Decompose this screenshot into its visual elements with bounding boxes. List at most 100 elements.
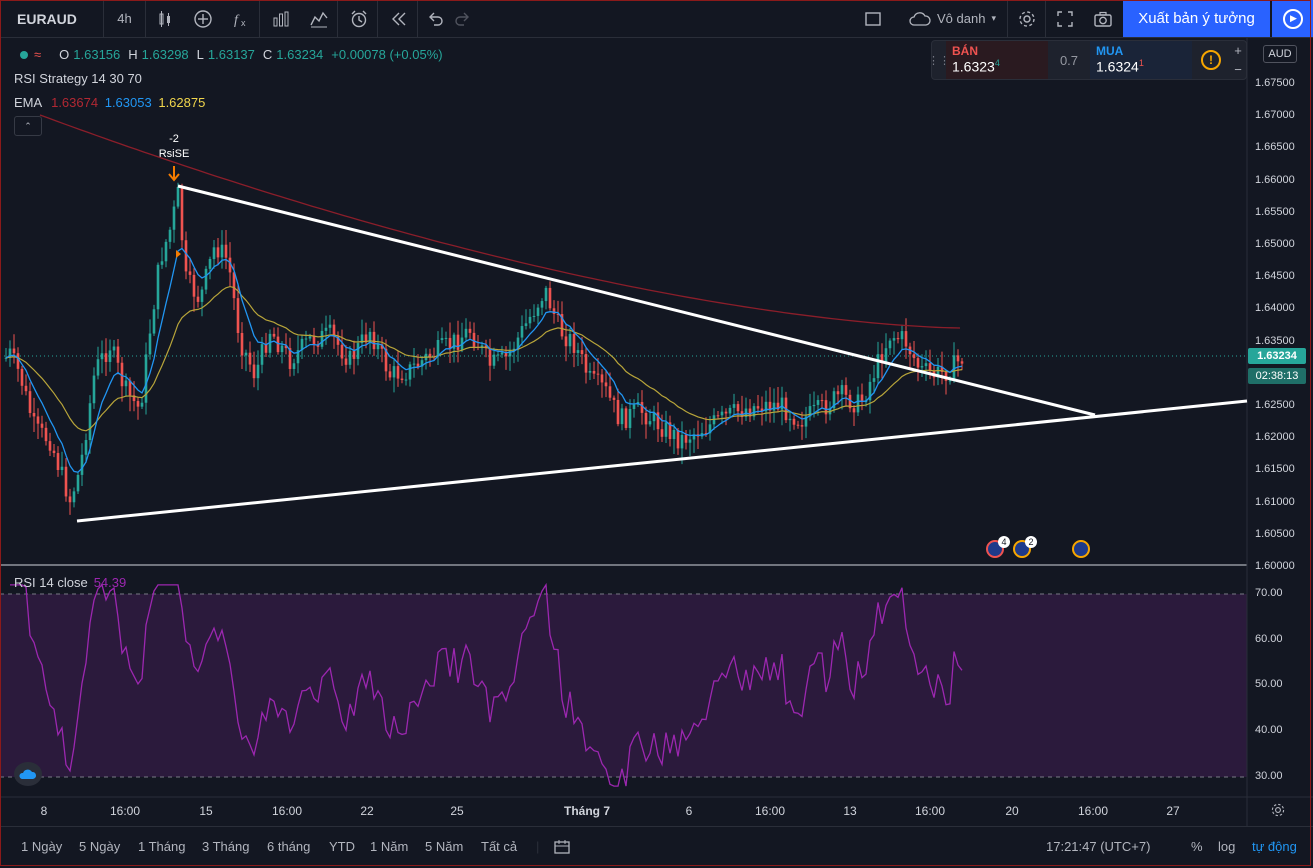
candle-body xyxy=(332,324,336,337)
clock-timezone[interactable]: 17:21:47 (UTC+7) xyxy=(1046,839,1151,854)
alert-button[interactable] xyxy=(340,0,378,37)
candle-body xyxy=(860,394,864,403)
candle-body xyxy=(156,264,160,310)
candle-body xyxy=(136,401,140,407)
fullscreen-layout-button[interactable] xyxy=(854,0,892,37)
event-marker-3[interactable] xyxy=(1072,540,1090,558)
range-5d[interactable]: 5 Ngày xyxy=(79,839,121,854)
goto-date-button[interactable] xyxy=(553,839,571,858)
drag-handle-icon[interactable]: ⋮⋮ xyxy=(928,54,950,67)
sell-button[interactable]: BÁN 1.63234 xyxy=(946,41,1048,79)
candle-body xyxy=(272,333,276,337)
candle-body xyxy=(780,397,784,410)
replay-button[interactable] xyxy=(380,0,418,37)
candle-body xyxy=(768,401,772,411)
candle-body xyxy=(572,334,576,353)
candle-body xyxy=(516,337,520,349)
play-button[interactable]: ▶ xyxy=(1271,0,1313,37)
buy-button[interactable]: MUA 1.63241 xyxy=(1090,41,1192,79)
candle-body xyxy=(152,309,156,334)
layout-name-button[interactable]: Vô danh ▾ xyxy=(898,0,1008,37)
range-5y[interactable]: 5 Năm xyxy=(425,839,464,854)
high-label: H xyxy=(128,47,138,62)
candle-body xyxy=(820,400,824,402)
play-icon: ▶ xyxy=(1282,8,1303,29)
range-ytd[interactable]: YTD xyxy=(329,839,355,854)
auto-toggle[interactable]: tự động xyxy=(1252,839,1297,854)
candle-body xyxy=(188,271,192,275)
candle-body xyxy=(348,350,352,365)
candle-body xyxy=(832,391,836,409)
candle-body xyxy=(728,407,732,414)
snapshot-button[interactable] xyxy=(1084,0,1122,37)
axis-settings-button[interactable] xyxy=(1270,802,1286,821)
range-1y[interactable]: 1 Năm xyxy=(370,839,409,854)
event-marker-1[interactable]: 4 xyxy=(986,536,1010,558)
range-3m[interactable]: 3 Tháng xyxy=(202,839,250,854)
rsi-legend[interactable]: RSI 14 close 54.39 xyxy=(14,575,126,590)
candle-body xyxy=(936,366,940,378)
candle-body xyxy=(900,331,904,340)
redo-button[interactable] xyxy=(444,0,482,37)
candle-body xyxy=(352,350,356,359)
percent-toggle[interactable]: % xyxy=(1191,839,1203,854)
candle-body xyxy=(68,496,72,503)
publish-idea-button[interactable]: Xuất bản ý tưởng xyxy=(1123,0,1270,37)
compare-button[interactable] xyxy=(184,0,222,37)
candle-body xyxy=(924,363,928,367)
info-button[interactable]: ! xyxy=(1192,41,1230,79)
gear-icon xyxy=(1018,10,1035,27)
price-axis-label: 1.66500 xyxy=(1255,141,1295,154)
market-open-dot xyxy=(20,50,28,59)
price-axis-label: 1.62000 xyxy=(1255,431,1295,444)
range-6m[interactable]: 6 tháng xyxy=(267,839,311,854)
candle-body xyxy=(788,418,792,421)
tradingview-logo[interactable] xyxy=(14,762,42,786)
trendline-upper[interactable] xyxy=(177,184,1096,417)
templates-button[interactable] xyxy=(300,0,338,37)
candle-body xyxy=(52,450,56,454)
financials-button[interactable] xyxy=(262,0,300,37)
candle-body xyxy=(364,334,368,343)
undo-button[interactable] xyxy=(416,0,454,37)
candle-body xyxy=(892,338,896,341)
price-axis-label: 1.60000 xyxy=(1255,560,1295,572)
interval-button[interactable]: 4h xyxy=(104,0,146,37)
candle-body xyxy=(244,352,248,356)
candle-body xyxy=(584,354,588,373)
sell-price-pip: 4 xyxy=(994,58,1000,68)
plus-button[interactable]: + xyxy=(1234,43,1242,58)
trendline-lower[interactable] xyxy=(76,399,1248,523)
candle-body xyxy=(64,466,68,497)
candle-body xyxy=(80,454,84,475)
range-1m[interactable]: 1 Tháng xyxy=(138,839,186,854)
candle-body xyxy=(616,399,620,425)
range-all[interactable]: Tất cả xyxy=(481,839,518,854)
candle-body xyxy=(868,381,872,401)
currency-button[interactable]: AUD xyxy=(1263,45,1297,63)
candle-body xyxy=(12,348,16,354)
log-toggle[interactable]: log xyxy=(1218,839,1236,854)
candle-body xyxy=(748,408,752,417)
range-1d[interactable]: 1 Ngày xyxy=(21,839,63,854)
ema-legend[interactable]: EMA 1.63674 1.63053 1.62875 xyxy=(14,95,205,110)
rsi-label: RSI 14 close xyxy=(14,575,88,590)
candles-group xyxy=(4,182,964,515)
strategy-legend[interactable]: RSI Strategy 14 30 70 xyxy=(14,71,142,86)
rsi-axis-label: 60.00 xyxy=(1255,632,1283,645)
settings-button[interactable] xyxy=(1008,0,1046,37)
candle-type-button[interactable] xyxy=(146,0,184,37)
collapse-legend-button[interactable]: ⌃ xyxy=(14,116,42,136)
candle-body xyxy=(308,336,312,339)
candle-body xyxy=(772,402,776,411)
fullscreen-button[interactable] xyxy=(1046,0,1084,37)
time-axis-label: 13 xyxy=(843,804,857,818)
candle-body xyxy=(264,344,268,353)
candle-body xyxy=(300,338,304,351)
event-marker-2[interactable]: 2 xyxy=(1013,536,1037,558)
sell-price: 1.6323 xyxy=(952,58,995,75)
symbol-search-button[interactable]: EURAUD xyxy=(0,0,104,37)
minus-button[interactable]: − xyxy=(1234,62,1242,77)
